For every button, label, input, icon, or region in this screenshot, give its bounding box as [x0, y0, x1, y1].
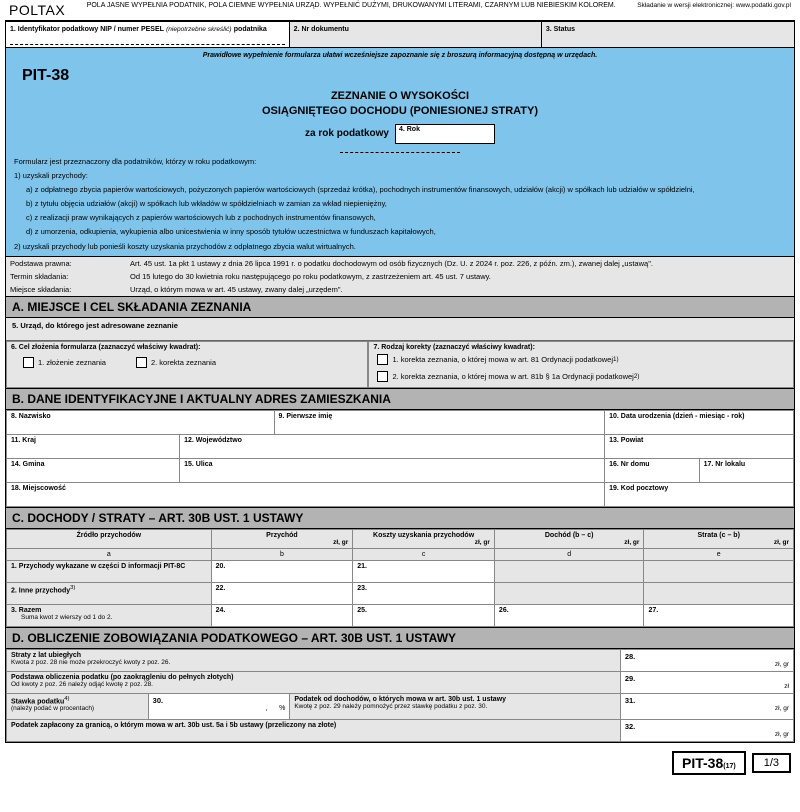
field-4-year[interactable]: 4. Rok — [395, 124, 495, 144]
field-5-label: 5. Urząd, do którego jest adresowane zez… — [6, 318, 794, 341]
top-instructions: POLA JASNE WYPEŁNIA PODATNIK, POLA CIEMN… — [65, 2, 637, 9]
d-row3b: Podatek od dochodów, o których mowa w ar… — [294, 696, 506, 703]
d-row1: Straty z lat ubiegłych — [11, 652, 81, 659]
field-29[interactable]: 29. — [625, 674, 635, 683]
page-footer: PIT-38(17) 1/3 — [5, 751, 791, 775]
checkbox-submit[interactable]: 1. złożenie zeznania — [23, 357, 106, 368]
form-title-2: OSIĄGNIĘTEGO DOCHODU (PONIESIONEJ STRATY… — [10, 104, 790, 119]
top-bar: POLTAX POLA JASNE WYPEŁNIA PODATNIK, POL… — [5, 0, 795, 21]
field-30[interactable]: 30. — [153, 696, 163, 705]
section-d-header: D. OBLICZENIE ZOBOWIĄZANIA PODATKOWEGO –… — [6, 628, 794, 649]
desc-1a: a) z odpłatnego zbycia papierów wartości… — [10, 183, 790, 197]
header-row-1: 1. Identyfikator podatkowy NIP / numer P… — [5, 21, 795, 48]
desc-intro: Formularz jest przeznaczony dla podatnik… — [10, 155, 790, 169]
footer-form-code: PIT-38 — [682, 755, 723, 771]
checkbox-corr-type-2[interactable]: 2. korekta zeznania, o której mowa w art… — [377, 371, 785, 382]
field-12[interactable]: 12. Województwo — [184, 437, 242, 444]
field-8[interactable]: 8. Nazwisko — [11, 413, 51, 420]
checkbox-correction[interactable]: 2. korekta zeznania — [136, 357, 216, 368]
field-24[interactable]: 24. — [211, 604, 353, 626]
d-row2: Podstawa obliczenia podatku (po zaokrągl… — [11, 674, 233, 681]
field-3-label: 3. Status — [546, 26, 575, 33]
field-20[interactable]: 20. — [211, 560, 353, 582]
blue-header-box: Prawidłowe wypełnienie formularza ułatwi… — [5, 48, 795, 257]
field-6-label: 6. Cel złożenia formularza (zaznaczyć wł… — [11, 344, 363, 351]
field-11[interactable]: 11. Kraj — [11, 437, 36, 444]
d-row3a: Stawka podatku — [11, 698, 64, 705]
col-source: Źródło przychodów — [7, 529, 212, 548]
d-row4: Podatek zapłacony za granicą, o którym m… — [11, 722, 336, 729]
field-13[interactable]: 13. Powiat — [609, 437, 643, 444]
place-text: Urząd, o którym mowa w art. 45 ustawy, z… — [130, 285, 343, 294]
field-1-note: (niepotrzebne skreślić) — [166, 26, 231, 33]
col-loss: Strata (c – b) — [698, 532, 740, 539]
deadline-text: Od 15 lutego do 30 kwietnia roku następu… — [130, 272, 491, 281]
field-22[interactable]: 22. — [211, 582, 353, 604]
field-17[interactable]: 17. Nr lokalu — [704, 461, 746, 468]
field-14[interactable]: 14. Gmina — [11, 461, 44, 468]
field-19[interactable]: 19. Kod pocztowy — [609, 485, 668, 492]
desc-1c: c) z realizacji praw wynikających z papi… — [10, 211, 790, 225]
poltax-label: POLTAX — [9, 2, 65, 18]
field-1-suffix: podatnika — [234, 26, 267, 33]
section-c: C. DOCHODY / STRATY – ART. 30B UST. 1 US… — [5, 508, 795, 628]
field-7-label: 7. Rodzaj korekty (zaznaczyć właściwy kw… — [373, 344, 789, 351]
identity-table: 8. Nazwisko 9. Pierwsze imię 10. Data ur… — [6, 410, 794, 507]
field-23[interactable]: 23. — [353, 582, 495, 604]
form-title-1: ZEZNANIE O WYSOKOŚCI — [10, 89, 790, 104]
col-costs: Koszty uzyskania przychodów — [373, 532, 474, 539]
row-2-label: 2. Inne przychody — [11, 587, 70, 594]
section-d: D. OBLICZENIE ZOBOWIĄZANIA PODATKOWEGO –… — [5, 628, 795, 743]
field-26[interactable]: 26. — [494, 604, 644, 626]
desc-1: 1) uzyskali przychody: — [10, 169, 790, 183]
field-21[interactable]: 21. — [353, 560, 495, 582]
top-submit-note: Składanie w wersji elektronicznej: www.p… — [637, 2, 791, 9]
col-profit: Dochód (b – c) — [545, 532, 594, 539]
row-1-label: 1. Przychody wykazane w części D informa… — [11, 563, 185, 570]
deadline-label: Termin składania: — [10, 272, 130, 281]
section-b: B. DANE IDENTYFIKACYJNE I AKTUALNY ADRES… — [5, 389, 795, 508]
checkbox-corr-type-1[interactable]: 1. korekta zeznania, o której mowa w art… — [377, 354, 785, 365]
section-b-header: B. DANE IDENTYFIKACYJNE I AKTUALNY ADRES… — [6, 389, 794, 410]
field-31[interactable]: 31. — [625, 696, 635, 705]
legal-basis-label: Podstawa prawna: — [10, 259, 130, 268]
field-1-input[interactable] — [10, 35, 285, 45]
field-2-label: 2. Nr dokumentu — [294, 26, 349, 33]
form-notice: Prawidłowe wypełnienie formularza ułatwi… — [10, 52, 790, 59]
field-27[interactable]: 27. — [644, 604, 794, 626]
field-25[interactable]: 25. — [353, 604, 495, 626]
place-label: Miejsce składania: — [10, 285, 130, 294]
section-c-header: C. DOCHODY / STRATY – ART. 30B UST. 1 US… — [6, 508, 794, 529]
desc-1d: d) z umorzenia, odkupienia, wykupienia a… — [10, 225, 790, 239]
field-28[interactable]: 28. — [625, 652, 635, 661]
field-15[interactable]: 15. Ulica — [184, 461, 212, 468]
tax-calc-table: Straty z lat ubiegłychKwota z poz. 28 ni… — [6, 649, 794, 742]
field-32[interactable]: 32. — [625, 722, 635, 731]
desc-2: 2) uzyskali przychody lub ponieśli koszt… — [10, 240, 790, 254]
row-3-label: 3. Razem — [11, 607, 41, 614]
field-18[interactable]: 18. Miejscowość — [11, 485, 66, 492]
field-10[interactable]: 10. Data urodzenia (dzień - miesiąc - ro… — [609, 413, 744, 420]
year-label: za rok podatkowy — [305, 128, 389, 139]
col-income: Przychód — [266, 532, 298, 539]
footer-page-number: 1/3 — [752, 753, 791, 773]
section-a-header: A. MIEJSCE I CEL SKŁADANIA ZEZNANIA — [6, 297, 794, 318]
section-a: A. MIEJSCE I CEL SKŁADANIA ZEZNANIA 5. U… — [5, 297, 795, 389]
field-16[interactable]: 16. Nr domu — [609, 461, 649, 468]
income-table: Źródło przychodów Przychódzł, gr Koszty … — [6, 529, 794, 627]
field-9[interactable]: 9. Pierwsze imię — [279, 413, 333, 420]
form-code: PIT-38 — [10, 63, 790, 89]
legal-basis-box: Podstawa prawna:Art. 45 ust. 1a pkt 1 us… — [5, 257, 795, 297]
field-1-label: 1. Identyfikator podatkowy NIP / numer P… — [10, 26, 164, 33]
desc-1b: b) z tytułu objęcia udziałów (akcji) w s… — [10, 197, 790, 211]
legal-basis-text: Art. 45 ust. 1a pkt 1 ustawy z dnia 26 l… — [130, 259, 653, 268]
